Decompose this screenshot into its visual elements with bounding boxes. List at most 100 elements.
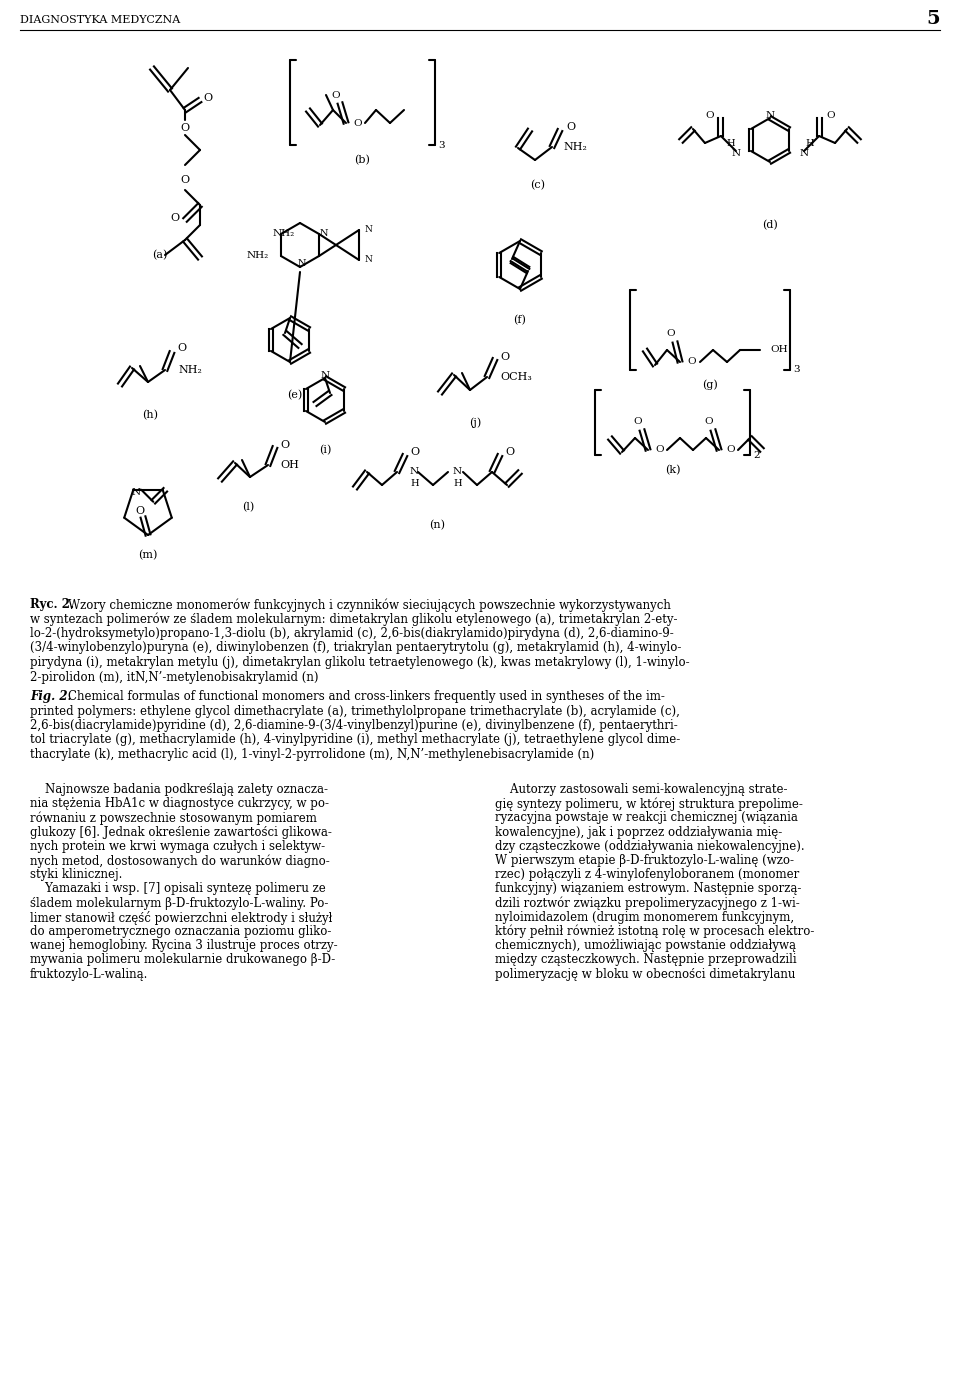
Text: N: N [364, 256, 372, 264]
Text: O: O [280, 440, 289, 450]
Text: O: O [706, 111, 714, 121]
Text: W pierwszym etapie β-D-fruktozylo-L-walinę (wzo-: W pierwszym etapie β-D-fruktozylo-L-wali… [495, 854, 794, 867]
Text: ryzacyjna powstaje w reakcji chemicznej (wiązania: ryzacyjna powstaje w reakcji chemicznej … [495, 812, 798, 824]
Text: OH: OH [280, 460, 299, 471]
Text: Yamazaki i wsp. [7] opisali syntezę polimeru ze: Yamazaki i wsp. [7] opisali syntezę poli… [30, 882, 325, 896]
Text: 5: 5 [926, 10, 940, 28]
Text: H: H [453, 479, 462, 488]
Text: (m): (m) [138, 550, 157, 560]
Text: O: O [687, 358, 696, 366]
Text: NH₂: NH₂ [563, 142, 587, 151]
Text: Wzory chemiczne monomerów funkcyjnych i czynników sieciujących powszechnie wykor: Wzory chemiczne monomerów funkcyjnych i … [68, 599, 671, 611]
Text: nia stężenia HbA1c w diagnostyce cukrzycy, w po-: nia stężenia HbA1c w diagnostyce cukrzyc… [30, 797, 329, 810]
Text: (d): (d) [762, 220, 778, 230]
Text: N: N [298, 260, 306, 268]
Text: O: O [332, 91, 340, 99]
Text: H: H [727, 139, 735, 147]
Text: O: O [500, 352, 509, 362]
Text: (c): (c) [531, 180, 545, 190]
Text: kowalencyjne), jak i poprzez oddziaływania mię-: kowalencyjne), jak i poprzez oddziaływan… [495, 826, 782, 838]
Text: lo-2-(hydroksymetylo)propano-1,3-diolu (b), akrylamid (c), 2,6-bis(diakrylamido): lo-2-(hydroksymetylo)propano-1,3-diolu (… [30, 627, 674, 640]
Text: O: O [566, 122, 575, 132]
Text: NH₂: NH₂ [178, 365, 202, 376]
Text: O: O [505, 447, 515, 457]
Text: pirydyna (i), metakrylan metylu (j), dimetakrylan glikolu tetraetylenowego (k), : pirydyna (i), metakrylan metylu (j), dim… [30, 656, 689, 669]
Text: (h): (h) [142, 410, 158, 420]
Text: nych protein we krwi wymaga czułych i selektyw-: nych protein we krwi wymaga czułych i se… [30, 839, 325, 853]
Text: śladem molekularnym β-D-fruktozylo-L-waliny. Po-: śladem molekularnym β-D-fruktozylo-L-wal… [30, 897, 328, 910]
Text: O: O [826, 111, 834, 121]
Text: (l): (l) [242, 502, 254, 512]
Text: do amperometrycznego oznaczania poziomu gliko-: do amperometrycznego oznaczania poziomu … [30, 925, 331, 938]
Text: (f): (f) [514, 315, 526, 325]
Text: O: O [656, 446, 664, 454]
Text: N: N [320, 230, 328, 238]
Text: O: O [353, 118, 362, 128]
Text: nyloimidazolem (drugim monomerem funkcyjnym,: nyloimidazolem (drugim monomerem funkcyj… [495, 911, 794, 923]
Text: O: O [171, 213, 180, 223]
Text: O: O [705, 417, 713, 427]
Text: (n): (n) [429, 520, 445, 530]
Text: N: N [453, 468, 462, 476]
Text: N: N [410, 468, 420, 476]
Text: Najnowsze badania podkreślają zalety oznacza-: Najnowsze badania podkreślają zalety ozn… [30, 783, 328, 795]
Text: (g): (g) [702, 380, 718, 391]
Text: (a): (a) [153, 250, 168, 260]
Text: Chemical formulas of functional monomers and cross-linkers frequently used in sy: Chemical formulas of functional monomers… [68, 689, 665, 703]
Text: O: O [180, 122, 189, 133]
Text: dzy cząsteczkowe (oddziaływania niekowalencyjne).: dzy cząsteczkowe (oddziaływania niekowal… [495, 839, 804, 853]
Text: O: O [666, 329, 675, 337]
Text: O: O [135, 506, 145, 516]
Text: DIAGNOSTYKA MEDYCZNA: DIAGNOSTYKA MEDYCZNA [20, 15, 180, 25]
Text: O: O [180, 175, 189, 184]
Text: Autorzy zastosowali semi-kowalencyjną strate-: Autorzy zastosowali semi-kowalencyjną st… [495, 783, 787, 795]
Text: rzec) połączyli z 4-winylofenyloboranem (monomer: rzec) połączyli z 4-winylofenyloboranem … [495, 868, 800, 881]
Text: 2-pirolidon (m), itN,N’-metylenobisakrylamid (n): 2-pirolidon (m), itN,N’-metylenobisakryl… [30, 670, 319, 684]
Text: między cząsteczkowych. Następnie przeprowadzili: między cząsteczkowych. Następnie przepro… [495, 954, 797, 966]
Text: thacrylate (k), methacrylic acid (l), 1-vinyl-2-pyrrolidone (m), N,N’-methyleneb: thacrylate (k), methacrylic acid (l), 1-… [30, 749, 594, 761]
Text: (3/4-winylobenzylo)puryna (e), diwinylobenzen (f), triakrylan pentaerytrytolu (g: (3/4-winylobenzylo)puryna (e), diwinylob… [30, 641, 682, 655]
Text: funkcyjny) wiązaniem estrowym. Następnie sporzą-: funkcyjny) wiązaniem estrowym. Następnie… [495, 882, 802, 896]
Text: H: H [410, 479, 419, 488]
Text: NH₂: NH₂ [247, 252, 269, 260]
Text: który pełnił również istotną rolę w procesach elektro-: który pełnił również istotną rolę w proc… [495, 925, 814, 938]
Text: tol triacrylate (g), methacrylamide (h), 4-vinylpyridine (i), methyl methacrylat: tol triacrylate (g), methacrylamide (h),… [30, 733, 681, 747]
Text: OH: OH [770, 345, 787, 355]
Text: (b): (b) [354, 155, 370, 165]
Text: (e): (e) [287, 389, 302, 400]
Text: Fig. 2.: Fig. 2. [30, 689, 76, 703]
Text: N: N [132, 488, 141, 497]
Text: glukozy [6]. Jednak określenie zawartości glikowa-: glukozy [6]. Jednak określenie zawartośc… [30, 826, 332, 838]
Text: wanej hemoglobiny. Rycina 3 ilustruje proces otrzy-: wanej hemoglobiny. Rycina 3 ilustruje pr… [30, 940, 338, 952]
Text: 3: 3 [438, 140, 444, 150]
Text: printed polymers: ethylene glycol dimethacrylate (a), trimethylolpropane trimeth: printed polymers: ethylene glycol dimeth… [30, 705, 680, 717]
Text: w syntezach polimerów ze śladem molekularnym: dimetakrylan glikolu etylenowego (: w syntezach polimerów ze śladem molekula… [30, 612, 678, 626]
Text: Ryc. 2.: Ryc. 2. [30, 599, 79, 611]
Text: N: N [321, 370, 329, 380]
Text: (k): (k) [665, 465, 681, 475]
Text: N: N [732, 149, 741, 157]
Text: N: N [799, 149, 808, 157]
Text: O: O [727, 446, 735, 454]
Text: fruktozylo-L-waliną.: fruktozylo-L-waliną. [30, 967, 149, 981]
Text: dzili roztwór związku prepolimeryzacyjnego z 1-wi-: dzili roztwór związku prepolimeryzacyjne… [495, 897, 800, 910]
Text: O: O [177, 343, 186, 354]
Text: H: H [805, 139, 814, 147]
Text: 3: 3 [793, 366, 800, 374]
Text: chemicznych), umożliwiając powstanie oddziaływą: chemicznych), umożliwiając powstanie odd… [495, 940, 796, 952]
Text: nych metod, dostosowanych do warunków diagno-: nych metod, dostosowanych do warunków di… [30, 854, 329, 867]
Text: O: O [410, 447, 420, 457]
Text: limer stanowił część powierzchni elektrody i służył: limer stanowił część powierzchni elektro… [30, 911, 332, 925]
Text: 2: 2 [753, 450, 759, 460]
Text: mywania polimeru molekularnie drukowanego β-D-: mywania polimeru molekularnie drukowaneg… [30, 954, 335, 966]
Text: gię syntezy polimeru, w której struktura prepolime-: gię syntezy polimeru, w której struktura… [495, 797, 803, 810]
Text: O: O [634, 417, 642, 427]
Text: styki klinicznej.: styki klinicznej. [30, 868, 122, 881]
Text: NH₂: NH₂ [273, 228, 295, 238]
Text: N: N [765, 110, 775, 120]
Text: 2,6-bis(diacrylamide)pyridine (d), 2,6-diamine-9-(3/4-vinylbenzyl)purine (e), di: 2,6-bis(diacrylamide)pyridine (d), 2,6-d… [30, 720, 678, 732]
Text: (j): (j) [468, 418, 481, 428]
Text: OCH₃: OCH₃ [500, 372, 532, 383]
Text: (i): (i) [319, 444, 331, 455]
Text: równaniu z powszechnie stosowanym pomiarem: równaniu z powszechnie stosowanym pomiar… [30, 812, 317, 824]
